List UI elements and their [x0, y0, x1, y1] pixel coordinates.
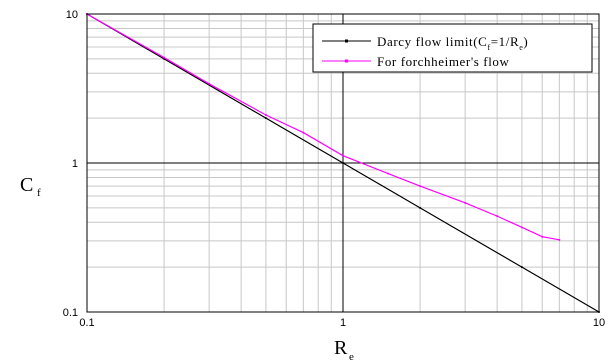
legend-box: [312, 23, 593, 73]
data-point: [387, 172, 390, 175]
data-point: [520, 266, 523, 269]
x-tick-label: 1: [340, 317, 346, 329]
data-point: [419, 185, 422, 188]
y-tick-label: 0.1: [63, 307, 78, 319]
data-point: [342, 154, 344, 157]
y-axis-label: C: [20, 174, 33, 196]
tick-labels: 0.1 1 10 0.1 1 10: [63, 9, 605, 329]
data-point: [342, 162, 344, 164]
data-point: [419, 206, 422, 209]
data-point: [264, 117, 267, 120]
data-point: [264, 113, 267, 116]
x-tick-label: 10: [593, 317, 605, 329]
x-axis-label: R: [334, 337, 348, 359]
x-tick-label: 0.1: [79, 317, 94, 329]
legend-marker-forchheimer: [345, 59, 348, 63]
data-point: [163, 56, 166, 59]
data-point: [496, 215, 499, 218]
legend-label-darcy: Darcy flow limit(Cf=1/Re): [377, 34, 528, 52]
legend-marker-darcy: [345, 39, 348, 43]
plot-frame: [86, 13, 600, 313]
data-point: [464, 201, 467, 204]
data-point: [520, 226, 523, 229]
x-axis-label-sub: e: [349, 351, 354, 360]
y-axis-label-sub: f: [37, 187, 41, 199]
data-point: [558, 238, 561, 241]
y-tick-label: 10: [66, 9, 78, 21]
data-point: [208, 82, 211, 85]
data-point: [302, 131, 305, 134]
y-tick-label: 1: [72, 158, 78, 170]
data-point: [541, 235, 544, 238]
legend: Darcy flow limit(Cf=1/Re) For forchheime…: [312, 23, 593, 73]
legend-label-forchheimer: For forchheimer's flow: [377, 54, 510, 69]
